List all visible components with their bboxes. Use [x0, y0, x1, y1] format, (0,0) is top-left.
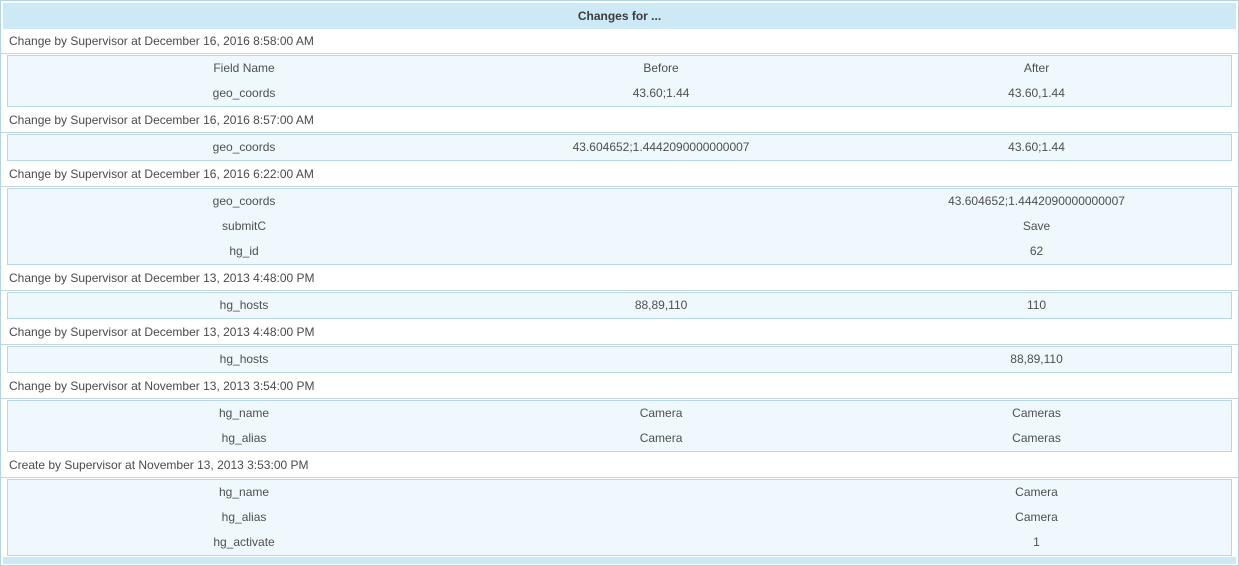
field-name-cell: hg_alias: [221, 431, 267, 445]
column-header-before: Before: [643, 61, 679, 75]
field-name-cell: geo_coords: [212, 194, 276, 208]
field-name-cell: hg_name: [219, 406, 270, 420]
table-row: hg_alias Camera Cameras: [8, 426, 1231, 451]
before-value-cell: 43.60;1.44: [632, 86, 690, 100]
before-value-cell: [480, 239, 842, 264]
before-value-cell: [480, 347, 842, 372]
column-header-row: Field Name Before After: [8, 56, 1231, 81]
after-value-cell: 62: [1029, 244, 1044, 258]
after-value-cell: Camera: [1015, 510, 1058, 524]
table-row: geo_coords 43.604652;1.4442090000000007: [8, 189, 1231, 214]
before-value-cell: [480, 530, 842, 555]
after-value-cell: 1: [1033, 535, 1040, 549]
change-entry-header: Change by Supervisor at December 13, 201…: [1, 320, 1238, 345]
before-value-cell: [480, 214, 842, 239]
change-entry-header: Create by Supervisor at November 13, 201…: [1, 453, 1238, 478]
change-table: geo_coords 43.604652;1.4442090000000007 su…: [7, 188, 1232, 265]
change-table: hg_hosts 88,89,110: [7, 346, 1232, 373]
after-value-cell: 110: [1026, 298, 1047, 312]
after-value-cell: 43.60,1.44: [1008, 86, 1065, 100]
change-table: hg_name Camera hg_alias Camera hg_activate 1: [7, 479, 1232, 556]
change-table: Field Name Before After geo_coords 43.60;1.4…: [7, 55, 1232, 107]
table-row: hg_name Camera Cameras: [8, 401, 1231, 426]
before-value-cell: 88,89,110: [634, 298, 688, 312]
before-value-cell: [480, 480, 842, 505]
table-row: hg_hosts 88,89,110 110: [8, 293, 1231, 318]
before-value-cell: [480, 189, 842, 214]
after-value-cell: Cameras: [1012, 431, 1061, 445]
change-entries: Change by Supervisor at December 16, 201…: [1, 29, 1238, 556]
change-entry-header: Change by Supervisor at December 16, 201…: [1, 108, 1238, 133]
after-value-cell: 43.604652;1.4442090000000007: [948, 194, 1125, 208]
change-table: hg_hosts 88,89,110 110: [7, 292, 1232, 319]
field-name-cell: hg_hosts: [219, 352, 269, 366]
table-row: geo_coords 43.60;1.44 43.60,1.44: [8, 81, 1231, 106]
before-value-cell: Camera: [639, 431, 683, 445]
table-row: hg_alias Camera: [8, 505, 1231, 530]
table-row: geo_coords 43.604652;1.4442090000000007 43…: [8, 135, 1231, 160]
field-name-cell: hg_hosts: [219, 298, 269, 312]
field-name-cell: hg_id: [229, 244, 259, 258]
column-header-after: After: [1023, 61, 1050, 75]
table-row: hg_name Camera: [8, 480, 1231, 505]
after-value-cell: Save: [1022, 219, 1051, 233]
column-header-field-name: Field Name: [213, 61, 275, 75]
field-name-cell: geo_coords: [212, 140, 276, 154]
field-name-cell: hg_alias: [221, 510, 267, 524]
table-row: hg_activate 1: [8, 530, 1231, 555]
after-value-cell: 88,89,110: [1010, 352, 1063, 366]
field-name-cell: submitC: [222, 219, 267, 233]
change-table: hg_name Camera Cameras hg_alias Camera Camera…: [7, 400, 1232, 452]
after-value-cell: Camera: [1015, 485, 1058, 499]
change-table: geo_coords 43.604652;1.4442090000000007 43…: [7, 134, 1232, 161]
change-entry-header: Change by Supervisor at November 13, 201…: [1, 374, 1238, 399]
table-row: hg_id 62: [8, 239, 1231, 264]
field-name-cell: hg_name: [219, 485, 270, 499]
field-name-cell: geo_coords: [212, 86, 276, 100]
after-value-cell: 43.60;1.44: [1008, 140, 1065, 154]
after-value-cell: Cameras: [1012, 406, 1061, 420]
table-row: submitC Save: [8, 214, 1231, 239]
table-row: hg_hosts 88,89,110: [8, 347, 1231, 372]
panel-title: Changes for ...: [3, 3, 1236, 29]
panel-footer-bar: [3, 557, 1236, 564]
before-value-cell: Camera: [639, 406, 683, 420]
change-entry-header: Change by Supervisor at December 16, 201…: [1, 29, 1238, 54]
before-value-cell: [480, 505, 842, 530]
before-value-cell: 43.604652;1.4442090000000007: [572, 140, 750, 154]
field-name-cell: hg_activate: [213, 535, 275, 549]
change-entry-header: Change by Supervisor at December 13, 201…: [1, 266, 1238, 291]
change-entry-header: Change by Supervisor at December 16, 201…: [1, 162, 1238, 187]
